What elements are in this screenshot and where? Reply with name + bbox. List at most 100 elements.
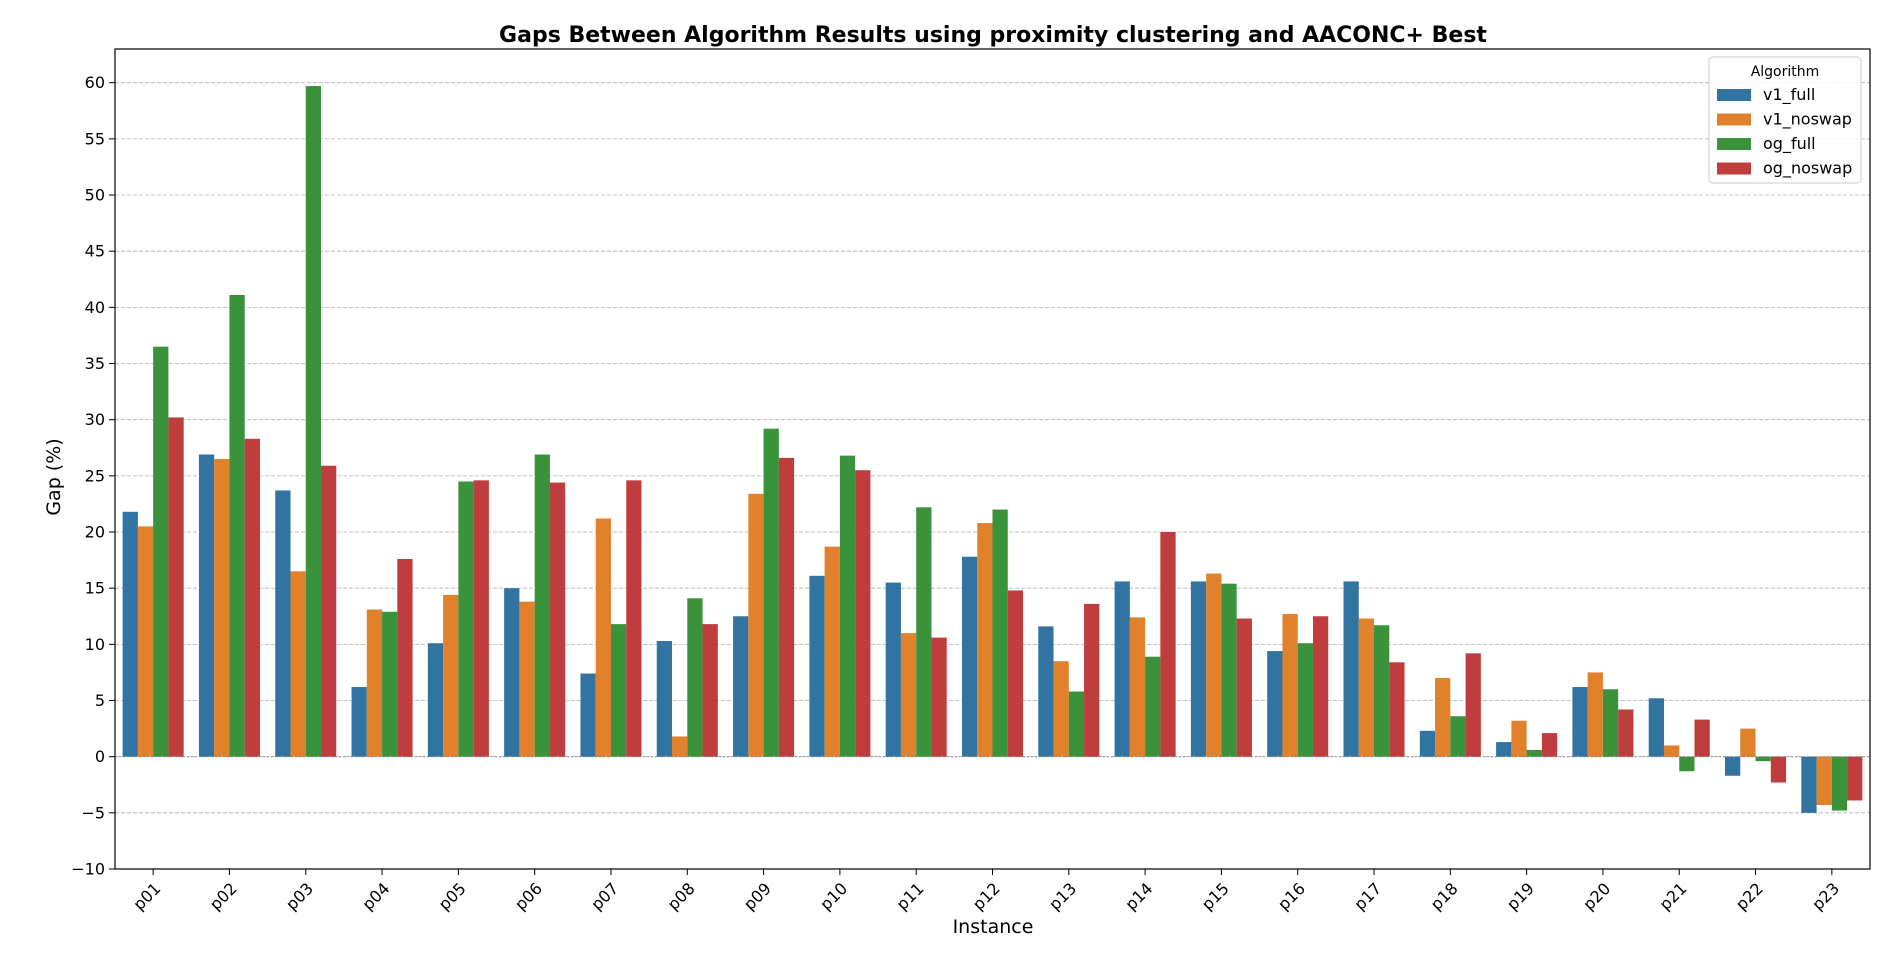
bar-v1_noswap-p18	[1435, 678, 1451, 757]
bar-og_full-p08	[687, 598, 703, 757]
y-tick-label-2: 0	[95, 747, 105, 766]
bar-og_noswap-p11	[931, 637, 947, 757]
y-tick-label-9: 35	[85, 354, 105, 373]
bar-v1_full-p20	[1572, 687, 1588, 757]
bar-og_noswap-p18	[1465, 653, 1481, 757]
x-tick-label-p20: p20	[1579, 879, 1614, 914]
y-tick-label-12: 50	[85, 186, 105, 205]
x-tick-label-p16: p16	[1274, 879, 1309, 914]
bar-og_noswap-p12	[1007, 590, 1024, 757]
bar-v1_full-p07	[580, 673, 596, 757]
bar-og_noswap-p13	[1084, 603, 1100, 757]
y-tick-label-7: 25	[85, 466, 105, 485]
x-tick-label-p22: p22	[1732, 879, 1767, 914]
bar-og_noswap-p10	[855, 470, 871, 757]
bar-v1_noswap-p09	[748, 493, 764, 757]
bar-og_full-p05	[458, 481, 474, 757]
bar-v1_noswap-p07	[595, 518, 611, 757]
y-tick-label-14: 60	[85, 73, 105, 92]
x-tick-label-p01: p01	[129, 879, 164, 914]
bar-v1_full-p06	[504, 588, 520, 757]
x-tick-label-p23: p23	[1808, 879, 1843, 914]
legend-swatch-v1_noswap	[1717, 113, 1751, 126]
x-tick-label-p15: p15	[1198, 879, 1233, 914]
legend-swatch-og_noswap	[1717, 162, 1751, 175]
x-tick-label-p09: p09	[740, 879, 775, 914]
bar-og_noswap-p23	[1847, 756, 1863, 801]
bar-v1_full-p02	[198, 454, 215, 757]
bar-v1_full-p10	[809, 575, 825, 757]
bar-v1_full-p08	[656, 640, 673, 757]
x-tick-label-p12: p12	[969, 879, 1004, 914]
bar-v1_noswap-p20	[1587, 672, 1603, 757]
bar-og_noswap-p05	[473, 480, 489, 757]
bar-og_full-p01	[153, 346, 169, 757]
bar-og_full-p10	[839, 455, 856, 757]
bar-v1_full-p22	[1725, 756, 1741, 776]
bar-og_full-p02	[229, 295, 245, 757]
x-tick-label-p11: p11	[892, 879, 927, 914]
y-tick-label-8: 30	[85, 410, 105, 429]
bar-og_full-p14	[1145, 656, 1161, 757]
y-tick-label-4: 10	[85, 635, 105, 654]
bar-v1_noswap-p01	[137, 526, 154, 757]
bar-v1_noswap-p17	[1358, 618, 1375, 757]
bar-v1_full-p18	[1419, 730, 1436, 757]
y-axis: −10 −5 0 5 10 15 20 25 30 35 40 45 50 55 60	[71, 73, 115, 879]
x-tick-label-p07: p07	[587, 879, 622, 914]
bar-og_noswap-p08	[702, 624, 718, 757]
legend-items: v1_full v1_noswap og_full og_noswap	[1717, 85, 1852, 179]
bar-v1_noswap-p23	[1816, 756, 1832, 805]
bar-v1_noswap-p22	[1740, 728, 1756, 757]
x-tick-label-p18: p18	[1427, 879, 1462, 914]
y-tick-label-0: −10	[71, 860, 105, 879]
bar-v1_noswap-p11	[900, 633, 917, 757]
x-tick-label-p05: p05	[435, 879, 470, 914]
x-tick-label-p14: p14	[1121, 879, 1156, 914]
y-tick-label-3: 5	[95, 691, 105, 710]
y-tick-label-13: 55	[85, 129, 105, 148]
bar-v1_full-p21	[1648, 698, 1664, 757]
bar-og_full-p19	[1526, 749, 1542, 757]
x-tick-label-p10: p10	[816, 879, 851, 914]
legend-swatch-v1_full	[1717, 89, 1751, 101]
bar-v1_full-p03	[275, 490, 291, 757]
bar-v1_noswap-p19	[1511, 720, 1527, 757]
bar-v1_noswap-p14	[1129, 617, 1146, 757]
x-tick-label-p06: p06	[511, 879, 546, 914]
bar-og_full-p13	[1068, 691, 1085, 757]
y-axis-label: Gap (%)	[43, 438, 65, 515]
bar-v1_full-p09	[733, 616, 749, 757]
bar-og_full-p07	[610, 624, 627, 757]
bar-v1_noswap-p03	[290, 571, 306, 757]
legend-label-og_noswap: og_noswap	[1763, 159, 1852, 179]
bars	[122, 86, 1863, 813]
x-tick-label-p21: p21	[1656, 879, 1691, 914]
bar-v1_noswap-p13	[1053, 661, 1069, 757]
bar-v1_full-p16	[1267, 651, 1283, 757]
bar-v1_noswap-p04	[366, 609, 383, 757]
bar-v1_full-p05	[427, 643, 444, 757]
x-tick-label-p03: p03	[282, 879, 317, 914]
legend-title: Algorithm	[1751, 64, 1820, 80]
bar-og_full-p17	[1374, 625, 1390, 757]
bar-og_noswap-p16	[1312, 616, 1329, 757]
x-tick-label-p04: p04	[358, 879, 393, 914]
bar-og_noswap-p19	[1541, 733, 1558, 757]
bar-og_noswap-p20	[1618, 709, 1634, 757]
bar-v1_full-p17	[1343, 581, 1359, 757]
bar-og_noswap-p03	[321, 465, 337, 757]
bar-og_noswap-p07	[626, 480, 642, 757]
bar-og_full-p18	[1450, 716, 1466, 757]
bar-v1_full-p04	[351, 687, 367, 757]
bar-og_noswap-p22	[1770, 756, 1787, 783]
bar-og_noswap-p06	[549, 482, 566, 757]
bar-og_full-p16	[1297, 643, 1313, 757]
bar-v1_full-p19	[1496, 742, 1512, 757]
legend-swatch-og_full	[1717, 138, 1751, 150]
bar-og_full-p09	[763, 428, 779, 757]
bar-og_noswap-p04	[397, 558, 413, 757]
bar-v1_noswap-p08	[672, 736, 688, 757]
bar-v1_noswap-p05	[443, 594, 459, 757]
bar-og_full-p06	[534, 454, 550, 757]
